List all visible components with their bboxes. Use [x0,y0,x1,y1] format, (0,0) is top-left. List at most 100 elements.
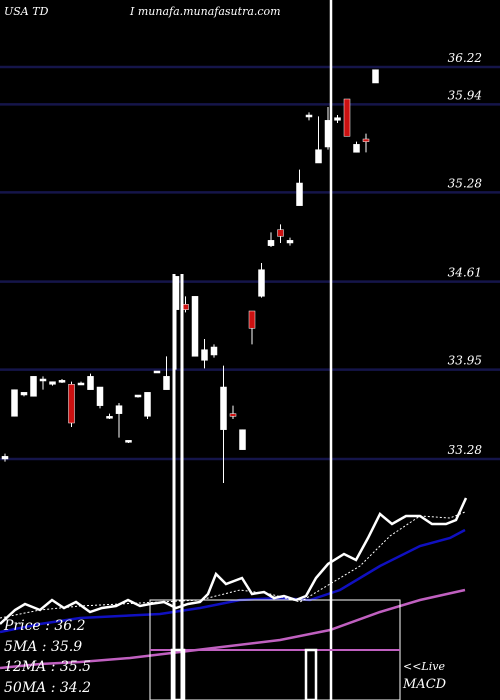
candle-body [343,98,351,137]
candle [11,389,18,417]
legend-ma12: 12MA : 35.5 [4,659,91,675]
macd-label: MACD [402,677,447,692]
chart-labels: USA TD I munafa.munafasutra.com Price : … [3,5,447,696]
candle-body [77,382,85,386]
candle [134,394,142,398]
ma-fast-line [0,511,466,619]
price-tick-label: 33.95 [448,354,482,368]
candle-body [362,138,370,142]
candle-body [201,349,208,361]
candle [30,376,37,397]
price-tick-label: 36.22 [448,51,482,65]
candle [210,344,218,358]
candle-body [220,386,227,430]
candle-body [305,114,313,118]
legend-ma5: 5MA : 35.9 [4,639,82,655]
candle-body [258,269,265,297]
legend-price: Price : 36.2 [3,618,86,634]
candle [163,356,170,390]
candle [106,413,113,419]
candle [1,453,9,462]
candle [191,296,199,357]
candle [362,133,370,153]
candle-body [30,376,37,397]
candle-body [191,296,199,357]
candle-body [125,440,132,443]
candle [125,440,132,443]
candle [229,405,237,419]
candle-body [39,378,47,382]
candle [201,339,208,369]
macd-bar-left [170,648,186,700]
candle [77,381,85,386]
candle-body [49,381,56,385]
candle-body [229,413,237,417]
volume-spikes [172,0,333,700]
candle [258,263,265,298]
candle [68,381,75,427]
candle-body [267,240,275,246]
price-tick-label: 35.94 [448,88,482,102]
price-tick-label: 34.61 [448,266,482,280]
candle [277,224,284,243]
moving-average-lines [0,497,468,670]
candle-body [134,394,142,398]
candle-body [87,376,94,390]
candle-body [20,392,28,396]
candle-body [277,229,284,237]
candle-body [68,384,75,424]
candle [286,237,294,246]
candle [315,116,322,164]
candle-body [96,386,104,406]
candle [115,403,123,438]
candle-body [11,389,18,417]
price-grid: 36.22 35.94 35.28 34.61 33.95 33.28 [0,51,500,461]
candle [372,69,379,84]
candle [353,141,360,153]
candle-body [296,182,303,206]
candlesticks [1,69,379,483]
candle [39,376,47,390]
candle-body [106,416,113,419]
legend-ma50: 50MA : 34.2 [4,680,91,696]
ma-slow-line [0,588,466,670]
price-tick-label: 35.28 [448,176,483,190]
candle [144,392,151,419]
candle-body [115,405,123,414]
candle-body [286,240,294,244]
candle [334,115,341,123]
site-label: I munafa.munafasutra.com [129,5,281,18]
candle-body [315,149,322,164]
candle [239,429,246,450]
candle [153,370,161,374]
candle [296,169,303,206]
candle-body [144,392,151,417]
candle [87,373,94,390]
live-label: <<Live [403,660,445,673]
candle [96,386,104,409]
candle [58,379,66,383]
macd-panel [149,599,401,700]
candle-body [1,456,9,460]
candle-body [163,376,170,390]
candle [220,365,227,483]
price-tick-label: 33.28 [448,443,483,457]
symbol-label: USA TD [4,5,49,18]
candle-body [239,429,246,450]
candle [305,112,313,121]
candle [343,98,351,137]
candle [49,381,56,386]
candle-body [372,69,379,84]
candle-body [210,346,218,356]
candle [248,310,256,345]
macd-bar-center [304,648,318,700]
ma-medium-line [0,528,466,634]
candle-body [334,117,341,121]
candle-body [248,310,256,329]
price-line [0,497,468,625]
candle-body [153,370,161,374]
candle [267,232,275,247]
candle [20,392,28,397]
